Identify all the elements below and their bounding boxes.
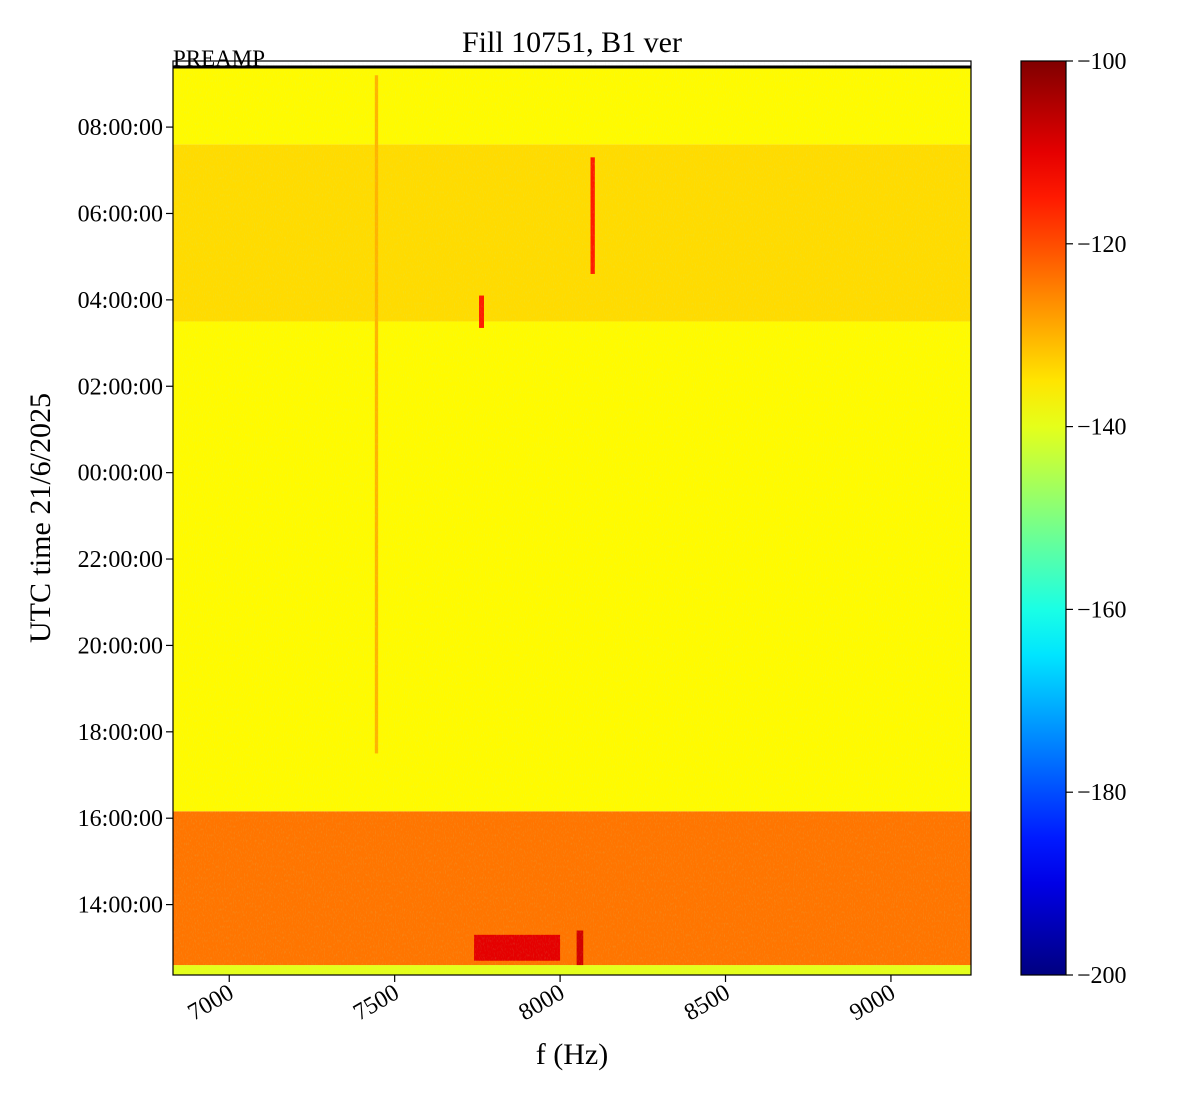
y-tick-label: 00:00:00	[78, 461, 163, 487]
y-tick-label: 08:00:00	[78, 115, 163, 141]
y-tick-label: 22:00:00	[78, 547, 163, 573]
heatmap-cell	[590, 157, 595, 274]
colorbar-tick-label: −120	[1077, 232, 1127, 258]
colorbar-tick-label: −200	[1077, 963, 1127, 989]
heatmap-cell	[374, 75, 379, 754]
heatmap-cell	[173, 144, 971, 322]
heatmap-cell	[173, 965, 971, 975]
heatmap-cell	[474, 934, 561, 961]
annotation: PREAMP	[173, 46, 265, 71]
colorbar-tick-label: −100	[1077, 49, 1127, 75]
x-tick-label: 8500	[680, 980, 735, 1027]
colorbar-tick-label: −180	[1077, 780, 1127, 806]
y-axis-title: UTC time 21/6/2025	[24, 393, 57, 643]
y-tick-label: 02:00:00	[78, 374, 163, 400]
x-axis-title: f (Hz)	[536, 1038, 608, 1071]
heatmap-cell	[173, 811, 971, 966]
y-tick-label: 16:00:00	[78, 806, 163, 832]
colorbar-tick-label: −160	[1077, 597, 1127, 623]
y-tick-label: 04:00:00	[78, 288, 163, 314]
x-tick-label: 9000	[845, 980, 900, 1027]
chart-title: Fill 10751, B1 ver	[462, 26, 682, 59]
heatmap	[173, 66, 971, 975]
y-tick-label: 20:00:00	[78, 633, 163, 659]
x-tick-label: 7000	[184, 980, 239, 1027]
heatmap-cell	[479, 295, 484, 328]
y-tick-label: 14:00:00	[78, 893, 163, 919]
colorbar-tick-label: −140	[1077, 415, 1127, 441]
y-tick-label: 06:00:00	[78, 201, 163, 227]
y-tick-label: 18:00:00	[78, 720, 163, 746]
heatmap-cell	[576, 930, 584, 966]
plot-frame	[172, 60, 972, 976]
x-tick-label: 8000	[515, 980, 570, 1027]
heatmap-cell	[173, 66, 971, 145]
x-tick-label: 7500	[349, 980, 404, 1027]
heatmap-cell	[173, 321, 971, 812]
colorbar	[1020, 60, 1067, 976]
